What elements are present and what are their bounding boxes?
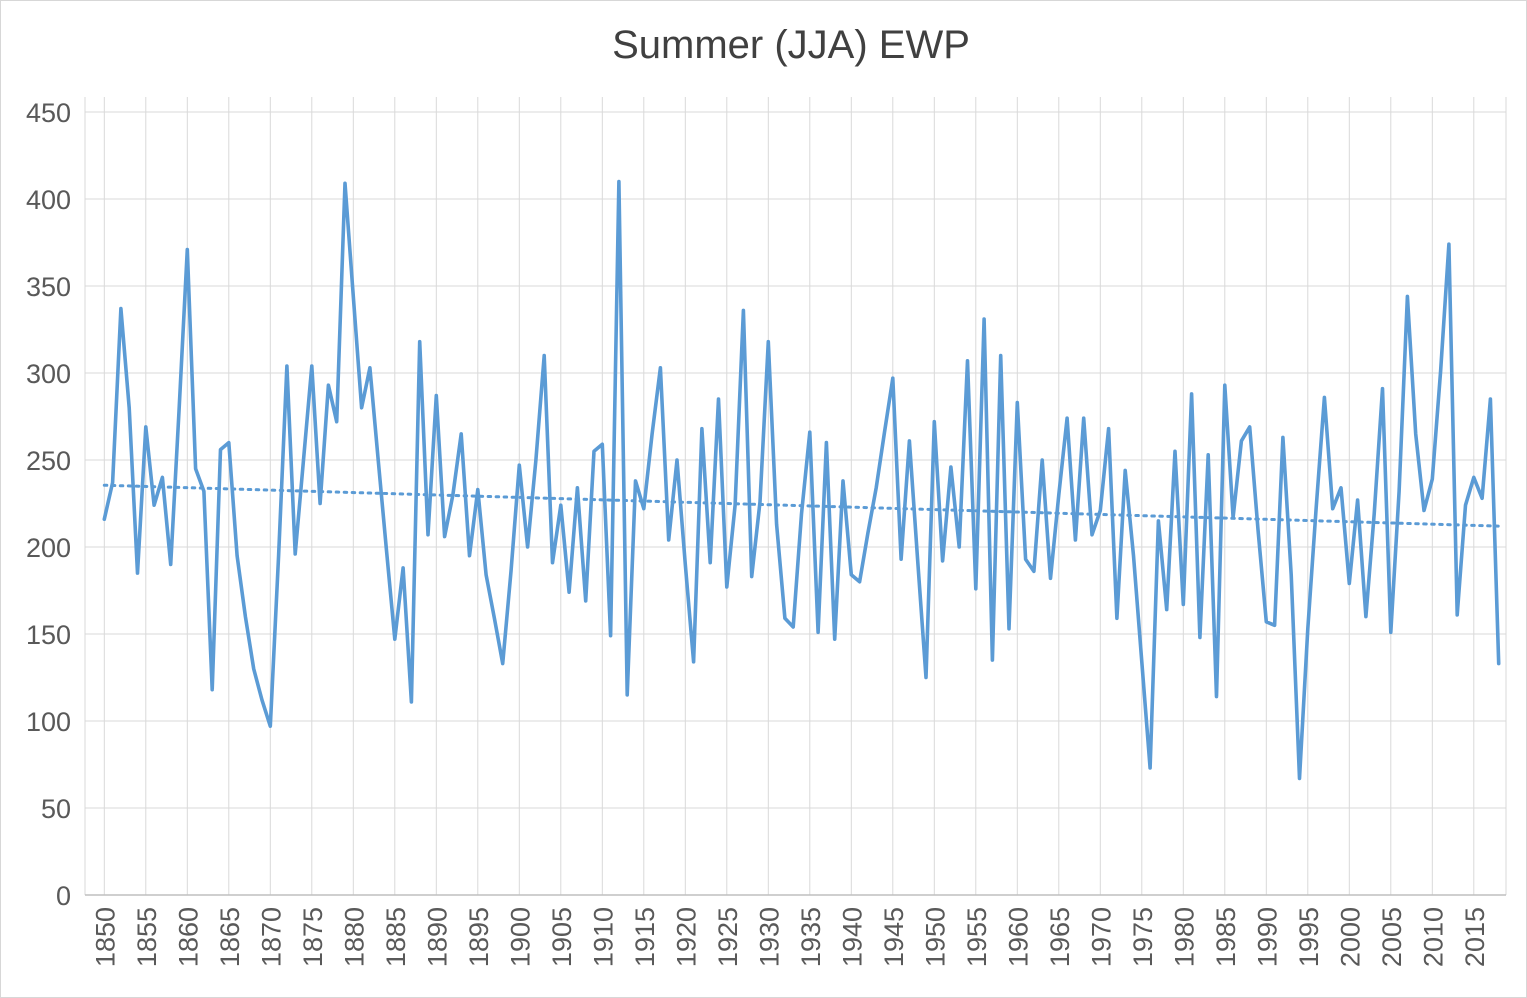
x-axis-tick-label: 1980 [1169, 907, 1199, 967]
x-axis-tick-label: 2015 [1460, 907, 1490, 967]
x-axis-tick-label: 1975 [1128, 907, 1158, 967]
x-axis-tick-label: 1895 [464, 907, 494, 967]
x-axis-tick-label: 1860 [173, 907, 203, 967]
x-axis-tick-label: 1950 [920, 907, 950, 967]
x-axis-tick-label: 1855 [132, 907, 162, 967]
x-axis-tick-label: 1920 [671, 907, 701, 967]
y-axis-tick-label: 0 [56, 881, 71, 911]
y-axis-tick-label: 350 [26, 272, 71, 302]
x-axis-tick-label: 1940 [837, 907, 867, 967]
x-axis-tick-label: 1995 [1294, 907, 1324, 967]
x-axis-tick-label: 1905 [547, 907, 577, 967]
x-axis-tick-label: 1960 [1003, 907, 1033, 967]
x-axis-tick-label: 2000 [1335, 907, 1365, 967]
x-axis-tick-label: 1900 [505, 907, 535, 967]
y-axis-tick-label: 400 [26, 185, 71, 215]
x-axis-tick-label: 1935 [796, 907, 826, 967]
x-axis-tick-label: 1870 [256, 907, 286, 967]
y-axis-tick-label: 150 [26, 620, 71, 650]
x-axis-tick-label: 1865 [215, 907, 245, 967]
x-axis-tick-label: 1970 [1086, 907, 1116, 967]
x-axis-tick-label: 1875 [298, 907, 328, 967]
x-axis-tick-label: 1955 [962, 907, 992, 967]
y-axis-tick-label: 200 [26, 533, 71, 563]
x-axis-tick-label: 1930 [754, 907, 784, 967]
x-axis-tick-label: 1925 [713, 907, 743, 967]
y-axis-tick-label: 300 [26, 359, 71, 389]
x-axis-tick-label: 1965 [1045, 907, 1075, 967]
x-axis-tick-label: 1910 [588, 907, 618, 967]
x-axis-tick-label: 2005 [1377, 907, 1407, 967]
data-series-line [102, 179, 1501, 781]
x-axis-tick-label: 1915 [630, 907, 660, 967]
y-axis-tick-label: 50 [41, 794, 71, 824]
chart-title: Summer (JJA) EWP [612, 23, 970, 67]
y-axis-tick-label: 250 [26, 446, 71, 476]
x-axis-tick-label: 1885 [381, 907, 411, 967]
x-axis-tick-label: 1890 [422, 907, 452, 967]
x-axis-tick-label: 1880 [339, 907, 369, 967]
x-axis-tick-label: 1945 [879, 907, 909, 967]
x-axis-tick-label: 2010 [1418, 907, 1448, 967]
y-axis-tick-label: 100 [26, 707, 71, 737]
y-axis-tick-label: 450 [26, 98, 71, 128]
x-axis-tick-label: 1850 [90, 907, 120, 967]
x-axis-tick-label: 1990 [1252, 907, 1282, 967]
x-axis-tick-label: 1985 [1211, 907, 1241, 967]
